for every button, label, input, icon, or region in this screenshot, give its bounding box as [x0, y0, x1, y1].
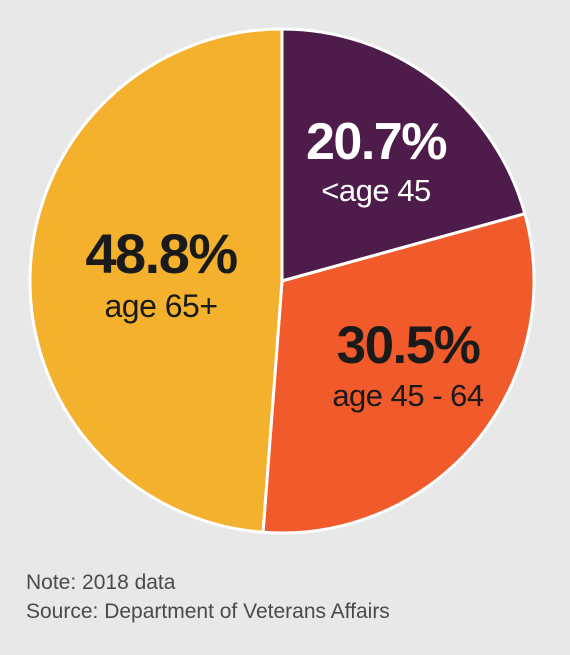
pie-slice-age-45-64 — [261, 211, 536, 535]
slice-percent-label: 30.5% — [337, 316, 480, 375]
source-text: Source: Department of Veterans Affairs — [26, 600, 390, 623]
slice-category-label: age 65+ — [104, 288, 217, 324]
pie-slice-age-65 — [28, 27, 284, 534]
slice-category-label: <age 45 — [321, 173, 430, 208]
pie-slice-age-45 — [280, 27, 527, 283]
slice-percent-label: 20.7% — [306, 113, 446, 171]
note-text: Note: 2018 data — [26, 571, 176, 594]
slice-percent-label: 48.8% — [85, 222, 237, 285]
chart-footer: Note: 2018 data Source: Department of Ve… — [26, 568, 390, 626]
slice-category-label: age 45 - 64 — [332, 378, 484, 413]
pie-chart: 20.7%<age 45 30.5%age 45 - 64 48.8%age 65+ — [28, 27, 536, 535]
